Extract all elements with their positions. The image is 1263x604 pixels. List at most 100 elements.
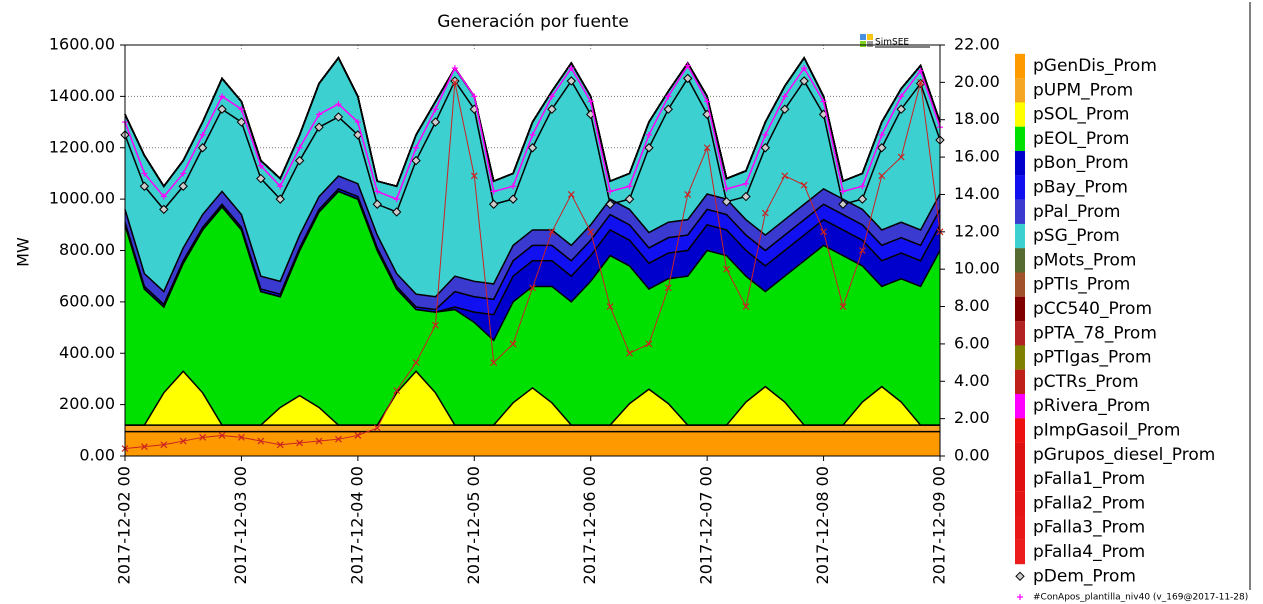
y2-tick-label: 12.00 — [954, 221, 1000, 240]
point — [857, 194, 868, 204]
point — [391, 207, 402, 217]
point — [898, 93, 905, 100]
point — [721, 196, 732, 207]
point — [684, 191, 692, 198]
point — [451, 78, 459, 86]
point — [333, 112, 344, 122]
point — [180, 170, 187, 177]
point — [199, 131, 206, 138]
x-tick-label: 2017-12-02 00 — [115, 466, 134, 584]
point — [877, 143, 887, 153]
area — [125, 191, 940, 341]
legend-swatch — [1015, 248, 1025, 273]
legend-label: pSG_Prom — [1033, 226, 1120, 246]
point — [393, 196, 400, 203]
point — [684, 62, 691, 69]
point — [236, 117, 247, 127]
legend-swatch — [1015, 345, 1025, 370]
point — [683, 73, 693, 84]
point — [238, 433, 245, 441]
point — [897, 153, 905, 161]
area — [125, 191, 940, 426]
area-outline — [124, 56, 941, 188]
chart-title: Generación por fuente — [437, 12, 629, 32]
point — [878, 131, 885, 138]
point — [508, 194, 518, 204]
point — [587, 98, 594, 105]
point — [742, 180, 749, 187]
point — [878, 172, 886, 180]
legend-swatch — [1015, 126, 1025, 152]
point — [723, 185, 730, 192]
x-tick-label: 2017-12-08 00 — [813, 466, 832, 584]
point — [509, 340, 517, 348]
point — [529, 131, 536, 138]
legend-swatch — [1015, 394, 1025, 419]
point — [645, 340, 653, 348]
x-tick-label: 2017-12-05 00 — [464, 466, 483, 584]
point — [665, 93, 672, 100]
legend-swatch — [1015, 272, 1025, 297]
point — [838, 199, 848, 209]
point — [296, 439, 304, 447]
x-tick-label: 2017-12-06 00 — [580, 466, 599, 584]
x-tick-label: 2017-12-07 00 — [697, 466, 716, 584]
y-tick-label: 1600.00 — [49, 35, 115, 54]
legend-label: pFalla2_Prom — [1033, 493, 1145, 513]
point — [451, 65, 458, 72]
point — [624, 194, 635, 204]
legend-swatch — [1015, 442, 1025, 467]
legend-label: pMots_Prom — [1033, 250, 1136, 270]
legend-label: pGrupos_diesel_Prom — [1033, 445, 1215, 465]
legend-swatch — [1015, 515, 1025, 540]
legend-label: pFalla3_Prom — [1033, 518, 1145, 538]
point — [490, 188, 497, 195]
x-tick-label: 2017-12-03 00 — [231, 466, 250, 584]
point — [742, 303, 750, 310]
point — [664, 284, 672, 292]
legend-label: pBay_Prom — [1033, 178, 1128, 198]
point — [548, 93, 555, 100]
y-tick-label: 800.00 — [59, 240, 115, 259]
point — [566, 76, 577, 86]
legend-label: pPTIs_Prom — [1033, 275, 1130, 295]
point — [799, 76, 809, 86]
y-axis-label: MW — [14, 237, 33, 267]
point — [257, 162, 264, 169]
point — [296, 144, 303, 151]
point — [139, 181, 150, 191]
point — [393, 387, 401, 395]
legend-label: pPTIgas_Prom — [1033, 348, 1152, 368]
legend-swatch — [1015, 175, 1025, 200]
point — [529, 284, 536, 292]
point — [859, 183, 866, 190]
point — [413, 144, 420, 151]
area-outline — [124, 175, 941, 298]
legend-swatch — [1015, 369, 1025, 395]
point — [761, 209, 769, 217]
point — [316, 111, 323, 118]
point — [219, 93, 226, 100]
y2-tick-label: 16.00 — [954, 147, 1000, 166]
point — [839, 188, 846, 195]
point — [567, 191, 575, 198]
legend-swatch — [1015, 53, 1025, 79]
legend-label: pSOL_Prom — [1033, 105, 1129, 125]
point — [159, 204, 169, 215]
y2-tick-label: 2.00 — [954, 408, 990, 427]
point — [373, 424, 381, 432]
legend-label: pCTRs_Prom — [1033, 372, 1139, 392]
legend-label: pEOL_Prom — [1033, 129, 1129, 149]
plot-area — [120, 44, 945, 457]
point — [820, 98, 827, 105]
point — [587, 228, 595, 236]
point — [663, 104, 674, 114]
logo-square — [860, 41, 866, 47]
legend-label: pPal_Prom — [1033, 202, 1120, 222]
point — [471, 93, 478, 100]
point — [178, 181, 188, 191]
legend-label: pFalla4_Prom — [1033, 542, 1145, 562]
point — [294, 155, 305, 166]
point — [800, 181, 808, 189]
area — [125, 431, 940, 456]
